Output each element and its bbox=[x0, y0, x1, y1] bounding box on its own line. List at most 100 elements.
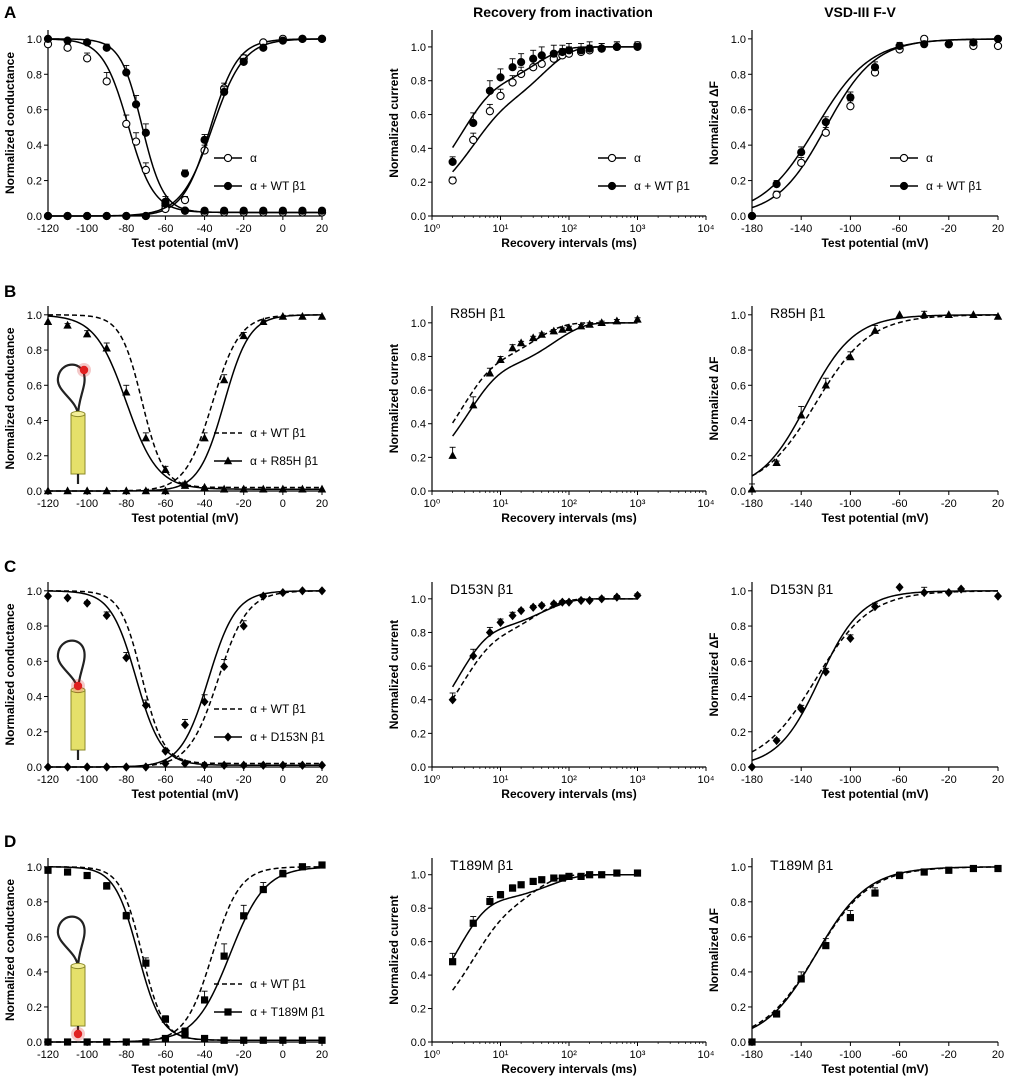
data-point bbox=[895, 41, 904, 51]
x-tick-label: 10² bbox=[561, 774, 577, 786]
x-tick-label: 10³ bbox=[630, 774, 646, 786]
legend-marker bbox=[224, 732, 232, 742]
x-axis-title: Test potential (mV) bbox=[131, 787, 238, 801]
legend-marker bbox=[224, 1008, 232, 1016]
data-point bbox=[259, 760, 268, 770]
data-point bbox=[558, 874, 566, 882]
fit-curve bbox=[48, 590, 323, 768]
data-point bbox=[797, 410, 806, 419]
panel-mutant-label: R85H β1 bbox=[450, 305, 506, 321]
data-point bbox=[141, 486, 151, 495]
x-tick-label: -100 bbox=[839, 223, 861, 235]
x-tick-label: 10⁰ bbox=[424, 774, 441, 786]
fit-curve bbox=[751, 590, 999, 762]
column-title-vsd: VSD-III F-V bbox=[824, 4, 896, 20]
data-point bbox=[141, 762, 150, 772]
data-point bbox=[131, 137, 141, 146]
y-tick-label: 0.0 bbox=[27, 1037, 42, 1049]
x-tick-label: -20 bbox=[941, 223, 957, 235]
panel-mutant-label: T189M β1 bbox=[450, 857, 514, 873]
panel-letter-c: C bbox=[4, 557, 16, 576]
data-point bbox=[485, 107, 495, 116]
data-point bbox=[239, 484, 248, 493]
series-1 bbox=[449, 869, 642, 966]
x-tick-label: -100 bbox=[839, 1049, 861, 1061]
series-1 bbox=[48, 866, 323, 1043]
data-point bbox=[486, 897, 494, 906]
data-point bbox=[278, 36, 287, 45]
data-point bbox=[318, 586, 326, 596]
y-tick-label: 0.4 bbox=[411, 970, 426, 982]
data-point bbox=[529, 54, 538, 63]
data-point bbox=[161, 465, 170, 474]
y-tick-label: 0.4 bbox=[731, 416, 746, 428]
data-point bbox=[871, 602, 879, 612]
fit-curve bbox=[452, 873, 638, 991]
data-point bbox=[102, 486, 111, 495]
data-point bbox=[141, 433, 151, 442]
data-point bbox=[298, 311, 307, 320]
data-point bbox=[597, 594, 606, 604]
panel-mutant-label: T189M β1 bbox=[770, 857, 834, 873]
data-point bbox=[181, 758, 189, 769]
data-point bbox=[747, 211, 757, 221]
x-tick-label: 10² bbox=[561, 498, 577, 510]
y-tick-label: 1.0 bbox=[731, 586, 746, 598]
data-point bbox=[220, 952, 228, 960]
data-point bbox=[63, 43, 72, 52]
data-point bbox=[220, 760, 229, 770]
data-point bbox=[44, 591, 52, 601]
data-point bbox=[44, 762, 52, 772]
y-tick-label: 0.6 bbox=[27, 105, 42, 117]
x-tick-label: -40 bbox=[197, 223, 213, 235]
data-point bbox=[239, 57, 248, 66]
series-1 bbox=[448, 41, 642, 166]
data-point bbox=[219, 375, 229, 384]
data-point bbox=[103, 1038, 111, 1046]
data-point bbox=[448, 157, 457, 166]
data-point bbox=[43, 211, 53, 221]
x-tick-label: 10¹ bbox=[493, 1049, 509, 1061]
x-tick-label: 0 bbox=[280, 223, 286, 235]
data-point bbox=[945, 866, 953, 874]
data-point bbox=[585, 595, 594, 606]
data-point bbox=[102, 610, 111, 621]
chart-D2: 0.0 0.2 0.4 0.6 0.8 1.0 10⁰ 10¹ 10² 10³ 10⁴ Recover… bbox=[387, 857, 715, 1076]
fit-curve bbox=[48, 590, 323, 768]
data-point bbox=[565, 597, 573, 607]
data-point bbox=[920, 868, 928, 876]
fit-curve bbox=[751, 38, 999, 202]
data-point bbox=[220, 661, 229, 672]
data-point bbox=[239, 331, 248, 340]
data-point bbox=[240, 1036, 248, 1044]
data-point bbox=[529, 602, 538, 612]
fit-curve bbox=[451, 322, 638, 424]
data-point bbox=[485, 368, 495, 377]
fit-curve bbox=[451, 873, 638, 960]
data-point bbox=[141, 700, 150, 710]
x-tick-label: 20 bbox=[992, 498, 1004, 510]
y-tick-label: 0.4 bbox=[411, 419, 426, 431]
data-point bbox=[239, 621, 248, 631]
data-point bbox=[895, 310, 904, 319]
x-tick-label: -120 bbox=[37, 774, 59, 786]
y-tick-label: 0.2 bbox=[27, 451, 42, 463]
data-point bbox=[633, 42, 642, 52]
series-0 bbox=[451, 598, 638, 700]
data-point bbox=[43, 317, 53, 326]
data-point bbox=[259, 885, 267, 894]
data-point bbox=[772, 190, 781, 199]
x-axis-title: Test potential (mV) bbox=[821, 1062, 928, 1076]
x-tick-label: -60 bbox=[892, 774, 908, 786]
plots-layer: 0.0 0.2 0.4 0.6 0.8 1.0 -120 -100 -80 -60 -40 -20 0 2… bbox=[3, 30, 1004, 1076]
data-point bbox=[797, 704, 806, 714]
x-axis-title: Recovery intervals (ms) bbox=[501, 236, 636, 250]
data-point bbox=[83, 871, 91, 880]
y-tick-label: 1.0 bbox=[411, 42, 426, 54]
legend-label: α + WT β1 bbox=[250, 426, 306, 440]
data-point bbox=[598, 871, 606, 879]
chart-C2: 0.0 0.2 0.4 0.6 0.8 1.0 10⁰ 10¹ 10² 10³ 10⁴ Recover… bbox=[387, 581, 715, 801]
data-point bbox=[747, 484, 757, 493]
data-point bbox=[259, 591, 268, 601]
data-point bbox=[161, 486, 170, 495]
